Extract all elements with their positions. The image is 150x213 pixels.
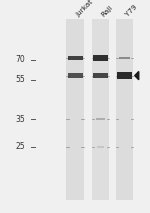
Bar [119, 56, 130, 59]
Text: 35: 35 [16, 115, 26, 124]
Bar [96, 118, 105, 120]
Text: Jurkat: Jurkat [75, 0, 94, 18]
Text: 55: 55 [16, 75, 26, 84]
Text: Raji: Raji [100, 4, 114, 18]
Bar [68, 56, 82, 60]
Bar [92, 19, 109, 200]
Bar [117, 72, 132, 79]
Bar [93, 73, 108, 78]
Bar [66, 19, 84, 200]
Bar [97, 146, 104, 148]
Bar [93, 55, 108, 60]
Bar [68, 73, 82, 78]
Text: Y79: Y79 [124, 4, 138, 18]
Polygon shape [135, 72, 139, 80]
Text: 70: 70 [16, 55, 26, 64]
Text: 25: 25 [16, 142, 26, 151]
Bar [116, 19, 133, 200]
